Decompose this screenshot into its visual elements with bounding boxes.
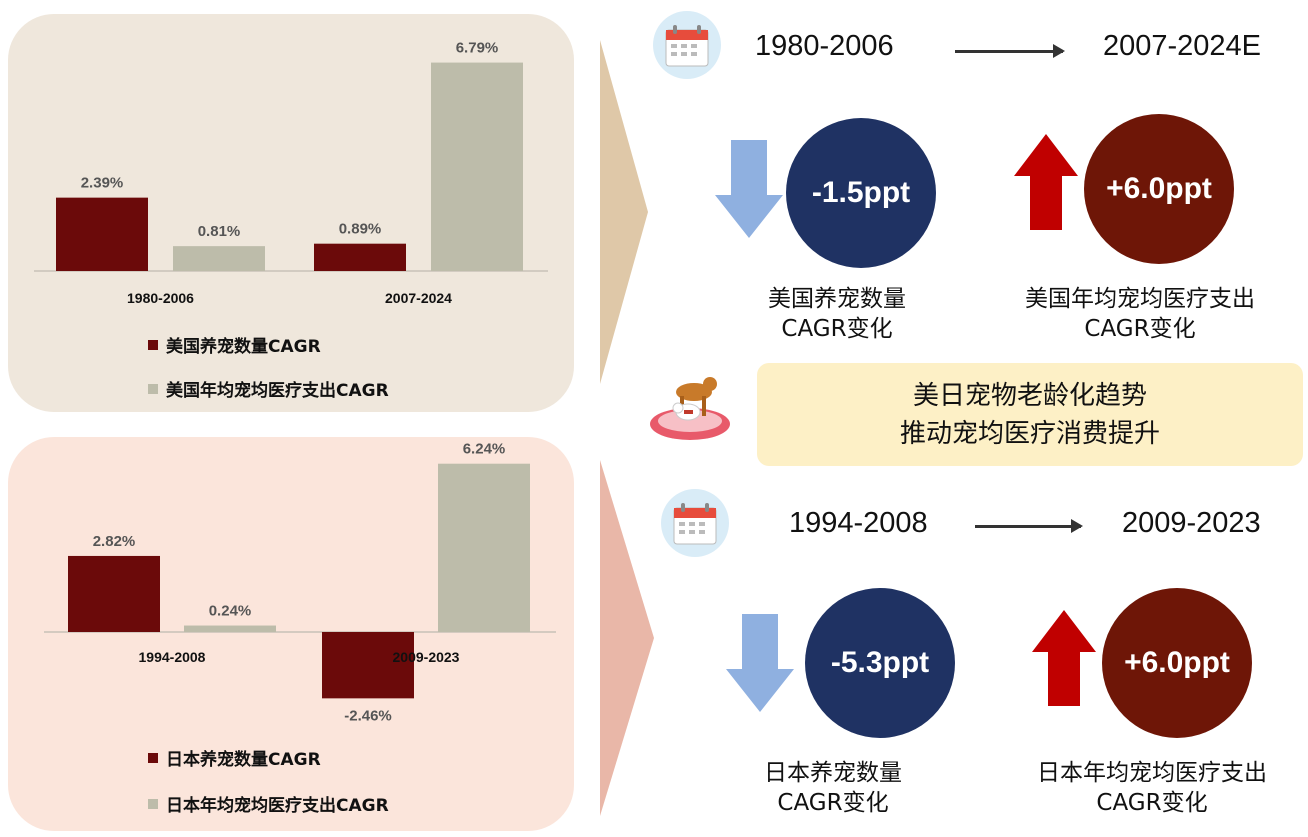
data-label: -2.46% [344, 707, 392, 724]
bar-1-1 [438, 463, 530, 632]
jp-bar-chart: 2.82% 0.24% 1994-2008 -2.46% 6.24% 2009-2023 [44, 441, 556, 724]
caption-line: CAGR变化 [1084, 316, 1196, 342]
banner-line-2: 推动宠均医疗消费提升 [899, 418, 1160, 449]
us-spend-caption: 美国年均宠均医疗支出 CAGR变化 [1000, 284, 1280, 344]
legend-jp-count: 日本养宠数量CAGR [148, 745, 321, 770]
jp-spend-change: +6.0ppt [1124, 646, 1230, 679]
us-bar-chart: 2.39% 0.81% 1980-2006 0.89% 6.79% 2007-2024 [34, 40, 548, 306]
jp-chart-panel: 2.82% 0.24% 1994-2008 -2.46% 6.24% 2009-2023 … [8, 437, 574, 831]
jp-count-change: -5.3ppt [830, 646, 930, 679]
x-tick-label: 1980-2006 [127, 290, 194, 306]
chevron-jp-icon [600, 460, 654, 816]
x-tick-label: 1994-2008 [139, 649, 206, 665]
jp-count-caption: 日本养宠数量 CAGR变化 [733, 758, 933, 818]
legend-us-count: 美国养宠数量CAGR [148, 332, 321, 357]
banner-line-1: 美日宠物老龄化趋势 [912, 380, 1147, 411]
bar-1-0 [184, 625, 276, 632]
data-label: 0.89% [339, 221, 382, 238]
down-arrow-icon [726, 614, 794, 712]
bar-0-1 [322, 632, 414, 699]
us-count-change-circle: -1.5ppt [786, 118, 936, 268]
data-label: 0.81% [198, 223, 241, 240]
bar-1-1 [431, 62, 523, 272]
data-label: 0.24% [209, 603, 252, 620]
us-count-change: -1.5ppt [811, 176, 911, 209]
legend-jp-spend: 日本年均宠均医疗支出CAGR [148, 791, 389, 816]
legend-label: 日本养宠数量CAGR [166, 750, 321, 770]
legend-swatch [148, 383, 158, 394]
legend-label: 美国养宠数量CAGR [166, 337, 321, 357]
us-period-from: 1980-2006 [755, 30, 894, 62]
period-arrow-icon [955, 44, 1065, 58]
legend-us-spend: 美国年均宠均医疗支出CAGR [148, 376, 389, 401]
caption-line: 美国养宠数量 [768, 286, 906, 312]
caption-line: CAGR变化 [781, 316, 893, 342]
caption-line: 日本年均宠均医疗支出 [1037, 760, 1267, 786]
bar-0-0 [56, 197, 148, 271]
calendar-icon [661, 489, 729, 557]
conclusion-banner: 美日宠物老龄化趋势 推动宠均医疗消费提升 [757, 363, 1303, 466]
chevron-us-icon [600, 40, 648, 384]
legend-swatch [148, 752, 158, 763]
caption-line: 日本养宠数量 [764, 760, 902, 786]
data-label: 6.24% [463, 441, 506, 458]
legend-swatch [148, 798, 158, 809]
jp-count-change-circle: -5.3ppt [805, 588, 955, 738]
caption-line: CAGR变化 [1096, 790, 1208, 816]
jp-spend-caption: 日本年均宠均医疗支出 CAGR变化 [1010, 758, 1294, 818]
us-spend-change: +6.0ppt [1106, 172, 1212, 205]
data-label: 2.39% [81, 175, 124, 192]
jp-spend-change-circle: +6.0ppt [1102, 588, 1252, 738]
us-count-caption: 美国养宠数量 CAGR变化 [737, 284, 937, 344]
calendar-icon [653, 11, 721, 79]
legend-swatch [148, 339, 158, 350]
data-label: 6.79% [456, 40, 499, 57]
caption-line: 美国年均宠均医疗支出 [1025, 286, 1255, 312]
x-tick-label: 2009-2023 [393, 649, 460, 665]
legend-label: 美国年均宠均医疗支出CAGR [166, 381, 389, 401]
us-chart-panel: 2.39% 0.81% 1980-2006 0.89% 6.79% 2007-2024 美… [8, 14, 574, 412]
bar-1-0 [173, 246, 265, 271]
pet-dogs-icon [650, 377, 730, 440]
up-arrow-icon [1032, 610, 1096, 706]
bar-0-0 [68, 555, 160, 632]
us-period-to: 2007-2024E [1103, 30, 1262, 62]
jp-period-from: 1994-2008 [789, 507, 928, 539]
jp-period-to: 2009-2023 [1122, 507, 1261, 539]
bar-0-1 [314, 243, 406, 271]
x-tick-label: 2007-2024 [385, 290, 452, 306]
period-arrow-icon [975, 519, 1083, 533]
legend-label: 日本年均宠均医疗支出CAGR [166, 796, 389, 816]
us-spend-change-circle: +6.0ppt [1084, 114, 1234, 264]
down-arrow-icon [715, 140, 783, 238]
up-arrow-icon [1014, 134, 1078, 230]
caption-line: CAGR变化 [777, 790, 889, 816]
data-label: 2.82% [93, 533, 136, 550]
